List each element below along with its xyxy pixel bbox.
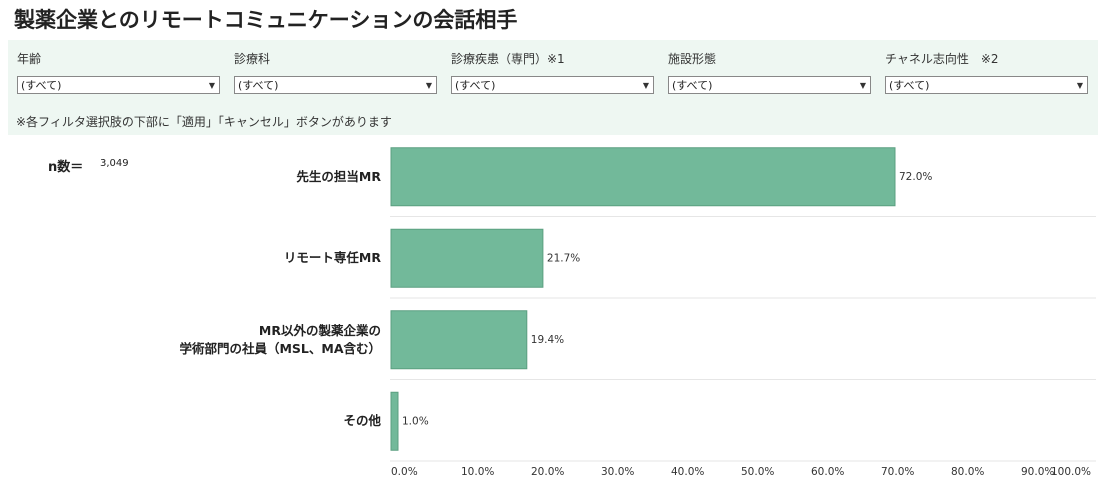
filter-label: 施設形態 [668,52,717,66]
x-tick-label: 90.0% [1021,466,1054,478]
bar [390,147,896,207]
x-tick-label: 100.0% [1051,466,1091,478]
x-tick-label: 60.0% [811,466,844,478]
n-label: n数＝ [48,160,84,175]
x-tick-label: 70.0% [881,466,914,478]
filter-select[interactable]: (すべて) [885,76,1088,95]
filter-select[interactable]: (すべて) [234,76,437,95]
x-tick-label: 80.0% [951,466,984,478]
x-tick-label: 0.0% [391,466,418,478]
value-label: 72.0% [899,171,932,183]
filter-panel: ※各フィルタ選択肢の下部に「適用」「キャンセル」ボタンがあります 年齢 (すべて)… [8,40,1098,135]
category-label: MR以外の製薬企業の 学術部門の社員（MSL、MA含む） [179,322,381,356]
filter-label: 診療科 [234,52,271,66]
value-label: 1.0% [402,415,429,427]
bar [390,310,528,370]
filter-select[interactable]: (すべて) [668,76,871,95]
value-label: 19.4% [531,334,564,346]
x-tick-label: 30.0% [601,466,634,478]
x-tick-label: 10.0% [461,466,494,478]
filter-label: 診療疾患（専門）※1 [451,52,565,66]
x-tick-label: 20.0% [531,466,564,478]
page-title: 製薬企業とのリモートコミュニケーションの会話相手 [14,8,518,32]
bar [390,391,399,451]
filter-label: 年齢 [17,52,42,66]
category-label: リモート専任MR [283,250,381,266]
filter-label: チャネル志向性 ※2 [885,52,999,66]
category-label: 先生の担当MR [296,168,381,184]
x-tick-label: 50.0% [741,466,774,478]
filter-select[interactable]: (すべて) [451,76,654,95]
value-label: 21.7% [547,252,580,264]
bar [390,228,544,288]
filter-select[interactable]: (すべて) [17,76,220,95]
category-label: その他 [343,413,381,429]
filter-note: ※各フィルタ選択肢の下部に「適用」「キャンセル」ボタンがあります [16,115,392,129]
n-value: 3,049 [100,158,129,169]
x-tick-label: 40.0% [671,466,704,478]
